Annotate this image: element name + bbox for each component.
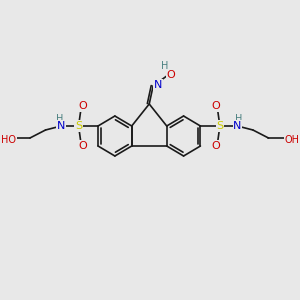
Text: HO: HO [1, 135, 16, 145]
Text: OH: OH [284, 135, 299, 145]
Text: O: O [166, 70, 175, 80]
Text: O: O [212, 101, 220, 111]
Text: S: S [75, 121, 82, 131]
Text: O: O [212, 141, 220, 151]
Text: H: H [235, 114, 242, 124]
Text: N: N [233, 121, 242, 131]
Text: N: N [57, 121, 65, 131]
Text: O: O [78, 101, 87, 111]
Text: H: H [161, 61, 169, 71]
Text: H: H [56, 114, 64, 124]
Text: N: N [154, 80, 162, 90]
Text: S: S [216, 121, 224, 131]
Text: O: O [78, 141, 87, 151]
